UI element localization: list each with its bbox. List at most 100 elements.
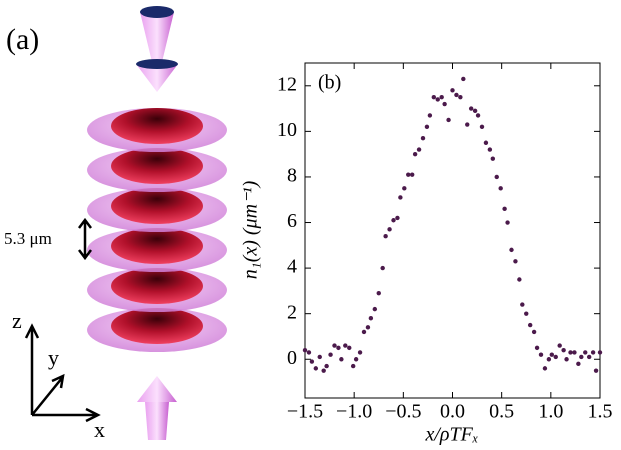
data-point <box>361 329 367 335</box>
data-point <box>439 94 444 100</box>
arrow-head <box>136 64 178 92</box>
y-tick-label: 6 <box>287 210 297 232</box>
data-point <box>306 350 312 355</box>
y-tick-label: 2 <box>287 301 297 323</box>
data-point <box>435 97 440 102</box>
y-tick-label: 0 <box>287 347 297 369</box>
data-point <box>583 350 588 355</box>
data-point <box>520 302 525 307</box>
data-point <box>593 368 599 373</box>
data-point <box>572 350 577 355</box>
data-point <box>498 186 503 191</box>
data-point <box>524 311 529 316</box>
data-point <box>490 156 496 161</box>
data-point <box>406 172 411 177</box>
data-point <box>380 265 385 271</box>
lattice-disks <box>87 108 227 352</box>
data-point <box>461 76 466 82</box>
data-point <box>542 366 548 371</box>
data-point <box>347 345 352 351</box>
spacing-arrow <box>78 217 92 261</box>
data-point <box>442 101 447 107</box>
axis-x: x <box>94 417 105 442</box>
data-point <box>317 354 322 360</box>
data-point <box>494 174 499 180</box>
arrow-cap <box>136 59 178 69</box>
data-point <box>557 343 562 348</box>
data-point <box>549 352 555 357</box>
x-tick-label: 0.5 <box>489 401 514 423</box>
panel-label: (b) <box>318 72 341 94</box>
axis-y: y <box>48 345 59 370</box>
data-point <box>527 322 533 328</box>
x-tick-label: −1.5 <box>287 401 323 423</box>
data-point <box>531 329 537 335</box>
data-point <box>502 206 507 212</box>
y-tick-label: 12 <box>277 73 297 95</box>
data-point <box>576 361 581 367</box>
data-point <box>412 151 418 157</box>
data-point <box>383 233 388 239</box>
data-point <box>534 345 540 351</box>
data-point <box>487 147 493 152</box>
data-point <box>590 350 596 355</box>
arrow-head <box>137 376 177 402</box>
data-point <box>458 94 463 100</box>
data-point <box>321 368 326 373</box>
data-point <box>597 350 603 355</box>
x-tick-label: −1.0 <box>336 401 372 423</box>
data-point <box>546 357 552 362</box>
data-point <box>579 354 584 360</box>
data-point <box>561 347 566 353</box>
illustration: (a) 5.3 μm z y x <box>4 6 227 442</box>
beam-arrow <box>145 402 169 440</box>
data-point <box>472 108 478 114</box>
data-point <box>391 218 396 223</box>
data-point <box>398 195 403 200</box>
data-point <box>505 220 510 225</box>
data-point <box>368 316 374 321</box>
x-tick-label: 1.0 <box>538 401 563 423</box>
data-point <box>568 350 573 355</box>
data-point <box>365 325 371 330</box>
data-point <box>350 363 356 369</box>
data-point <box>468 106 474 111</box>
data-point <box>538 352 544 357</box>
data-point <box>376 290 381 296</box>
y-tick-label: 10 <box>277 119 297 141</box>
arrow-cap <box>140 6 174 18</box>
data-point <box>479 124 485 130</box>
y-tick-label: 4 <box>287 256 297 278</box>
axis-z: z <box>12 308 22 333</box>
data-point <box>553 354 558 360</box>
data-point <box>513 259 518 264</box>
data-point <box>517 277 522 282</box>
data-point <box>483 140 489 145</box>
data-point <box>372 306 378 312</box>
data-point <box>424 124 430 130</box>
y-tick-label: 8 <box>287 165 297 187</box>
spacing-label: 5.3 μm <box>4 229 52 248</box>
data-point <box>431 94 437 100</box>
data-point <box>309 359 315 364</box>
data-point <box>357 350 363 355</box>
data-point <box>328 352 333 357</box>
data-point <box>416 147 422 152</box>
data-point <box>339 357 344 362</box>
data-point <box>450 88 455 93</box>
data-point <box>343 343 348 348</box>
x-tick-label: 1.5 <box>588 401 613 423</box>
data-point <box>465 122 470 127</box>
data-point <box>332 343 337 348</box>
data-point <box>509 247 514 253</box>
data-point <box>313 366 319 371</box>
data-point <box>475 113 481 118</box>
x-tick-label: −0.5 <box>385 401 421 423</box>
data-point <box>427 113 433 118</box>
data-point <box>402 186 407 191</box>
data-point <box>324 363 329 369</box>
data-point <box>387 227 392 232</box>
beam-arrow <box>140 12 174 62</box>
y-axis-label: n₁(x) (μm⁻¹) <box>240 180 262 279</box>
